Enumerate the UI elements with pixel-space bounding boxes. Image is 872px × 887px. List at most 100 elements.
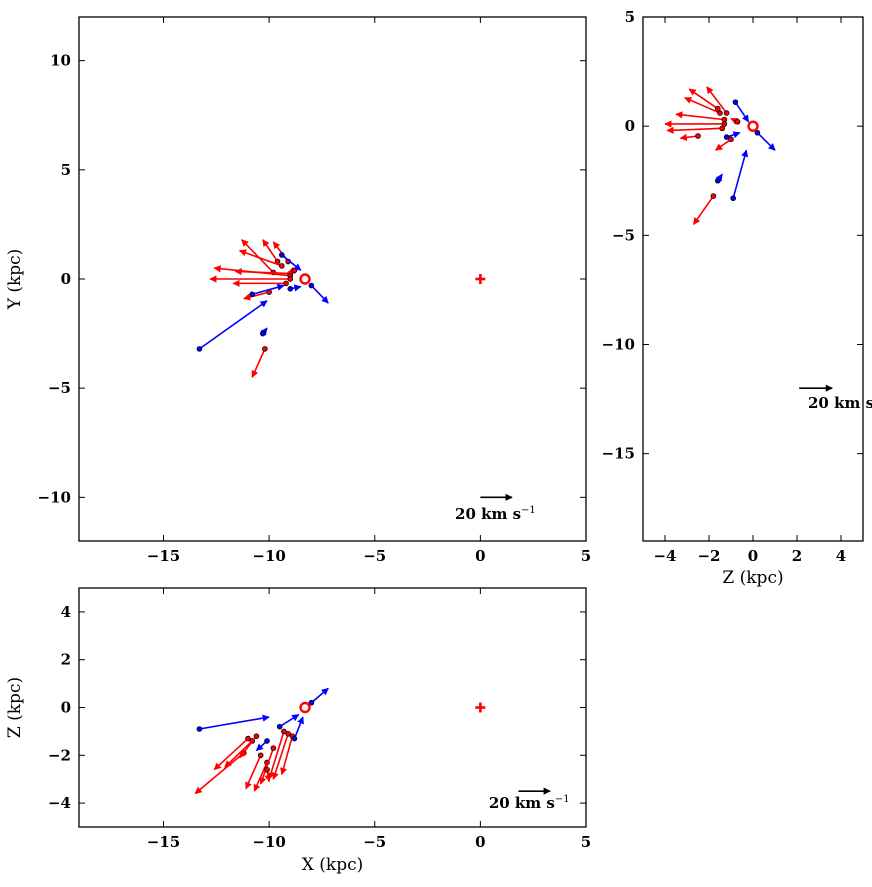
zy-scale-label: 20 km s−1 xyxy=(808,394,872,412)
xz-halo-star-point xyxy=(308,699,315,706)
zy-disk-star-point xyxy=(723,110,730,116)
zy-disk-velocity-vector xyxy=(692,195,715,226)
xz-disk-velocity-vector xyxy=(238,735,258,759)
xy-disk-velocity-vector xyxy=(262,239,279,262)
xz-y-axis-label: Z (kpc) xyxy=(5,677,25,738)
xz-disk-star-point xyxy=(285,730,291,737)
zy-x-tick-label: 2 xyxy=(792,547,802,565)
xz-x-tick-label: −5 xyxy=(363,833,386,851)
xy-disk-star-point xyxy=(287,276,294,282)
xy-halo-star-point xyxy=(308,282,315,289)
zy-halo-star-point xyxy=(714,177,721,184)
xz-disk-velocity-vector xyxy=(280,735,294,776)
zy-disk-star-point xyxy=(714,105,721,112)
panel-xz: 20 km s−1 −15 −10 −5 0 5 −4 −2 0 2 4 X (kpc) Z (kpc) xyxy=(5,587,591,875)
zy-disk-star-point xyxy=(695,133,701,139)
xy-x-tick-label: 0 xyxy=(475,547,485,565)
zy-disk-star-point xyxy=(710,193,717,199)
zy-y-tick-label: 0 xyxy=(625,117,635,135)
xy-y-tick-label: 0 xyxy=(61,270,71,288)
xy-x-tick-label: −10 xyxy=(252,547,285,565)
xy-axes-frame xyxy=(78,16,587,542)
zy-halo-star-point xyxy=(730,195,736,202)
xy-sun-marker xyxy=(299,273,311,285)
zy-halo-star-point xyxy=(723,134,730,140)
xz-halo-star-point xyxy=(264,738,270,744)
xz-disk-velocity-vector xyxy=(194,752,245,795)
zy-halo-velocity-vector xyxy=(756,132,776,151)
xz-y-tick-label: 4 xyxy=(61,603,71,621)
xz-x-tick-label: 5 xyxy=(581,833,591,851)
xz-disk-star-point xyxy=(281,728,287,735)
zy-sun-marker xyxy=(747,120,759,132)
xz-halo-star-point xyxy=(196,726,203,732)
xz-disk-velocity-vector xyxy=(267,731,285,780)
xy-y-axis-label: Y (kpc) xyxy=(5,249,25,311)
zy-x-tick-label: −4 xyxy=(653,547,676,565)
zy-axes-frame xyxy=(642,16,864,542)
xy-x-tick-label: 5 xyxy=(581,547,591,565)
xz-y-tick-label: −4 xyxy=(48,794,71,812)
xz-disk-velocity-vector xyxy=(213,737,249,771)
xy-disk-velocity-vector xyxy=(213,265,291,277)
zy-y-tick-label: −15 xyxy=(602,445,635,463)
xy-halo-star-point xyxy=(196,346,203,352)
xy-scale-label: 20 km s−1 xyxy=(455,505,536,523)
xy-disk-velocity-vector xyxy=(251,348,266,378)
xz-halo-velocity-vector xyxy=(310,687,329,704)
xy-halo-velocity-vector xyxy=(198,300,268,350)
xy-halo-velocity-vector xyxy=(252,283,285,296)
xz-disk-star-point xyxy=(253,733,260,739)
xy-disk-velocity-vector xyxy=(241,239,274,274)
xy-x-tick-label: −5 xyxy=(363,547,386,565)
panel-xy: 20 km s−1 −15 −10 −5 0 5 −10 −5 0 5 10 Y (kpc) xyxy=(5,16,591,565)
zy-disk-velocity-vector xyxy=(688,88,719,110)
xz-halo-star-point xyxy=(291,735,298,742)
zy-disk-star-point xyxy=(734,119,741,125)
zy-disk-star-point xyxy=(717,110,723,116)
xy-halo-star-point xyxy=(249,291,256,298)
xz-y-tick-label: −2 xyxy=(48,746,71,764)
zy-halo-star-point xyxy=(754,129,761,136)
xy-y-tick-label: −10 xyxy=(38,488,71,506)
zy-y-tick-label: −5 xyxy=(612,226,635,244)
xy-disk-star-point xyxy=(278,263,285,269)
xy-halo-star-point xyxy=(278,252,285,258)
xy-y-tick-label: −5 xyxy=(48,379,71,397)
xz-disk-velocity-vector xyxy=(224,740,253,768)
zy-disk-velocity-vector xyxy=(684,97,721,114)
xz-halo-velocity-vector xyxy=(293,716,304,739)
zy-disk-velocity-vector xyxy=(666,126,723,134)
xz-axes-frame xyxy=(78,587,587,828)
xy-disk-star-point xyxy=(283,280,289,287)
xy-galactic-center-marker xyxy=(475,274,486,284)
xz-halo-velocity-vector xyxy=(199,714,270,730)
xz-sun-marker xyxy=(299,701,311,714)
xy-halo-velocity-vector xyxy=(310,284,329,304)
xz-disk-star-point xyxy=(245,735,251,742)
xy-disk-star-point xyxy=(291,267,298,274)
xz-disk-star-point xyxy=(270,745,277,751)
zy-disk-star-point xyxy=(721,121,728,127)
xz-disk-velocity-vector xyxy=(245,754,262,790)
zy-disk-velocity-vector xyxy=(675,111,725,121)
xy-disk-velocity-vector xyxy=(238,249,283,267)
xz-halo-velocity-vector xyxy=(279,713,300,728)
zy-disk-velocity-vector xyxy=(679,133,699,141)
zy-y-tick-label: 5 xyxy=(625,8,635,26)
xz-x-tick-label: −15 xyxy=(147,833,180,851)
xy-disk-velocity-vector xyxy=(243,291,270,301)
zy-x-tick-label: −2 xyxy=(697,547,720,565)
xy-halo-star-point xyxy=(259,330,266,337)
zy-disk-star-point xyxy=(719,125,725,132)
zy-halo-velocity-vector xyxy=(734,101,750,123)
panel-zy: 20 km s−1 −4 −2 0 2 4 −15 −10 −5 0 5 Z (kpc) xyxy=(602,8,872,588)
xz-x-tick-label: −10 xyxy=(252,833,285,851)
zy-y-tick-label: −10 xyxy=(602,336,635,354)
xz-disk-velocity-vector xyxy=(271,733,289,780)
zy-halo-star-point xyxy=(732,99,739,105)
xy-disk-star-point xyxy=(262,346,268,352)
xz-disk-velocity-vector xyxy=(259,747,275,785)
zy-disk-velocity-vector xyxy=(706,86,728,114)
xz-y-tick-label: 2 xyxy=(61,651,71,669)
